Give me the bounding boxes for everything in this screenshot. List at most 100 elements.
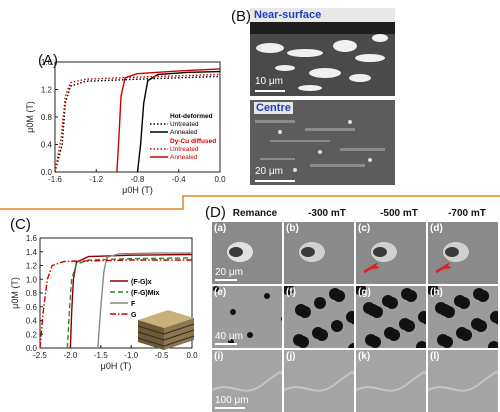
mfm-texture (356, 371, 426, 392)
x-tick-label: -1.0 (124, 351, 138, 360)
series-line (116, 68, 221, 173)
legend-entry: Annealed (170, 129, 198, 136)
mfm-label: (j) (286, 351, 296, 362)
dark-domain (329, 288, 341, 300)
scale-b-top-text: 10 μm (255, 76, 283, 87)
dark-domain (314, 297, 326, 309)
centre-texture (255, 120, 385, 172)
mfm-texture (212, 371, 282, 392)
x-tick-label: -0.5 (155, 351, 169, 360)
x-tick-label: 0.0 (214, 175, 226, 184)
x-tick-label: -2.5 (33, 351, 47, 360)
y-tick-label: 0.8 (26, 289, 38, 298)
mfm-scale-text: 100 μm (215, 395, 249, 406)
x-tick-label: -2.0 (64, 351, 78, 360)
series-line (136, 70, 221, 173)
series-line (39, 259, 192, 349)
y-tick-label: 0.0 (41, 168, 53, 177)
col-head-remance: Remance (232, 208, 278, 219)
mfm-image: (b) (284, 222, 354, 284)
panel-b-label: (B) (231, 8, 251, 25)
mfm-label: (a) (214, 223, 227, 234)
y-axis-label: μ0M (T) (25, 101, 35, 133)
red-arrow-shaft (435, 263, 449, 274)
col-head-700: -700 mT (448, 208, 486, 219)
dark-domain (230, 309, 236, 315)
mfm-scale-text: 20 μm (215, 267, 243, 278)
dark-domain (418, 311, 426, 323)
legend-entry: (F-G)x (131, 279, 152, 286)
micrograph-near-surface: Near-surface 10 μm (250, 8, 395, 96)
panel-d-label: (D) (205, 204, 226, 221)
legend-entry: Untreated (170, 121, 199, 128)
y-tick-label: 1.2 (26, 262, 38, 271)
domain-core (301, 247, 315, 257)
y-tick-label: 0.6 (26, 303, 38, 312)
chart-a: -1.6 -1.2 -0.8 -0.4 0.0 0.0 0.4 0.8 1.2 1.6 μ0H (T… (25, 58, 226, 195)
mfm-label: (g) (358, 287, 371, 298)
x-tick-label: -1.2 (89, 175, 103, 184)
x-axis-label: μ0H (T) (122, 185, 153, 195)
dark-domain (416, 341, 426, 348)
series-line (97, 252, 192, 349)
dark-domain (437, 334, 449, 346)
legend-entry: (F-G)Mix (131, 290, 159, 297)
red-arrow-shaft (363, 263, 377, 274)
dark-domain (247, 332, 253, 338)
panel-c-label: (C) (10, 216, 31, 233)
legend-group-title: Hot-deformed (170, 113, 213, 120)
chart-c: -2.5 -2.0 -1.5 -1.0 -0.5 0.0 0.0 0.2 0.4 0.6 0.8 1.… (10, 234, 198, 371)
y-tick-label: 1.2 (41, 86, 53, 95)
mfm-image: (l) (428, 350, 498, 412)
micrograph-centre: Centre 20 μm (250, 100, 395, 185)
y-tick-label: 1.6 (26, 234, 38, 243)
y-tick-label: 0.2 (26, 330, 38, 339)
domain-wall (284, 371, 354, 392)
y-tick-label: 0.4 (26, 317, 38, 326)
series-line (54, 75, 221, 173)
dark-domain (312, 327, 324, 339)
mfm-scalebar (215, 279, 237, 281)
dark-domain (346, 311, 354, 323)
dark-domain (213, 286, 219, 292)
dark-domain (281, 316, 282, 322)
y-tick-label: 1.4 (26, 248, 38, 257)
mfm-texture (284, 371, 354, 392)
x-tick-label: -0.4 (172, 175, 186, 184)
mfm-image: (j) (284, 350, 354, 412)
legend-entry: F (131, 301, 136, 308)
mfm-label: (f) (286, 287, 296, 298)
mfm-label: (b) (286, 223, 299, 234)
mfm-scale-text: 40 μm (215, 331, 243, 342)
mfm-image: (e) 40 μm (212, 286, 282, 348)
mfm-label: (k) (358, 351, 371, 362)
col-head-500: -500 mT (380, 208, 418, 219)
legend-entry: Annealed (170, 154, 198, 161)
dark-domain (399, 318, 411, 330)
dark-domain (384, 327, 396, 339)
mfm-label: (l) (430, 351, 440, 362)
near-surface-title: Near-surface (254, 9, 322, 21)
series-line (69, 253, 193, 349)
series-line (66, 257, 193, 349)
layer-stack-inset (137, 310, 195, 350)
mfm-texture (284, 286, 354, 348)
legend-entry: Untreated (170, 146, 199, 153)
scalebar-b-top (255, 90, 285, 92)
mfm-label: (d) (430, 223, 443, 234)
domain-core (445, 247, 459, 257)
dark-domain (293, 334, 305, 346)
x-tick-label: 0.0 (186, 351, 198, 360)
scale-b-bottom-text: 20 μm (255, 166, 283, 177)
dark-domain (382, 295, 394, 307)
mfm-image: (a) 20 μm (212, 222, 282, 284)
dark-domain (456, 327, 468, 339)
dark-domain (348, 343, 354, 348)
mfm-image: (g) (356, 286, 426, 348)
mfm-label: (i) (214, 351, 224, 362)
legend-group-title: Dy-Cu diffused (170, 138, 216, 145)
dark-domain (365, 334, 377, 346)
x-axis-label: μ0H (T) (101, 361, 132, 371)
near-surface-texture (250, 8, 395, 91)
mfm-texture (363, 242, 397, 274)
